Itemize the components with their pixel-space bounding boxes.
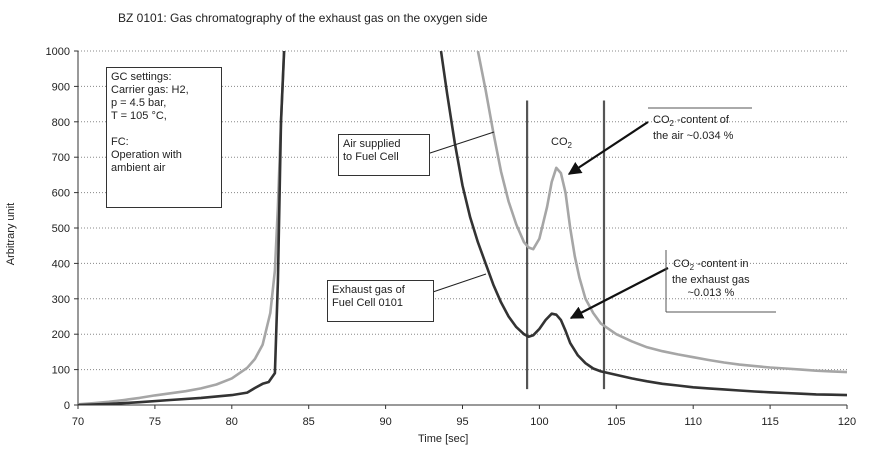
gc-line-7: Operation with xyxy=(111,149,182,161)
exhaust-line-1: Exhaust gas of xyxy=(332,284,405,296)
series-2-line-1 xyxy=(78,51,286,405)
exhaust-box-leader xyxy=(423,273,487,296)
co2-air-line-2: the air ~0.034 % xyxy=(653,130,734,143)
gc-line-3: p = 4.5 bar, xyxy=(111,97,167,109)
gc-line-2: Carrier gas: H2, xyxy=(111,84,189,96)
xtick-label-80: 80 xyxy=(226,416,238,428)
co2-exhaust-co: CO xyxy=(673,258,690,270)
xtick-label-85: 85 xyxy=(303,416,315,428)
y-axis-label: Arbitrary unit xyxy=(5,202,17,266)
ytick-label-200: 200 xyxy=(52,329,70,341)
xtick-label-75: 75 xyxy=(149,416,161,428)
xtick-label-120: 120 xyxy=(838,416,856,428)
co2-exhaust-arrow xyxy=(569,267,669,319)
co2-exhaust-sub: 2 xyxy=(689,263,695,273)
co2-exhaust-rest: -content in xyxy=(694,258,749,270)
co2-subscript: 2 xyxy=(567,141,572,151)
gc-line-5 xyxy=(111,123,217,136)
series-2-line-2 xyxy=(439,51,847,397)
series-1-line-2 xyxy=(476,51,847,374)
co2-peak-label: CO2 xyxy=(551,136,572,150)
gc-line-4: T = 105 °C, xyxy=(111,110,167,122)
xtick-label-100: 100 xyxy=(530,416,548,428)
gc-line-8: ambient air xyxy=(111,162,166,174)
ytick-label-900: 900 xyxy=(52,81,70,93)
xtick-label-115: 115 xyxy=(761,416,779,428)
co2-exhaust-line-1: CO2 -content in xyxy=(672,258,750,274)
air-box-leader xyxy=(423,131,495,156)
ytick-label-700: 700 xyxy=(52,152,70,164)
gc-line-6: FC: xyxy=(111,136,129,148)
xtick-label-95: 95 xyxy=(456,416,468,428)
ytick-label-100: 100 xyxy=(52,365,70,377)
co2-air-note: CO2 -content of the air ~0.034 % xyxy=(653,114,733,143)
ytick-label-1000: 1000 xyxy=(46,46,70,58)
ytick-label-300: 300 xyxy=(52,294,70,306)
co2-air-arrow xyxy=(567,121,649,175)
xtick-label-105: 105 xyxy=(607,416,625,428)
exhaust-line-2: Fuel Cell 0101 xyxy=(332,297,403,309)
x-axis-label: Time [sec] xyxy=(418,433,469,445)
air-line-1: Air supplied xyxy=(343,138,401,150)
xtick-label-90: 90 xyxy=(379,416,391,428)
ytick-label-0: 0 xyxy=(64,400,70,412)
co2-air-co: CO xyxy=(653,114,670,126)
ytick-label-500: 500 xyxy=(52,223,70,235)
air-supplied-box: Air supplied to Fuel Cell xyxy=(338,134,430,176)
co2-exhaust-line-3: ~0.013 % xyxy=(687,287,735,300)
co2-air-line-1: CO2 -content of xyxy=(653,114,733,130)
gc-settings-box: GC settings: Carrier gas: H2, p = 4.5 ba… xyxy=(106,67,222,208)
ytick-label-800: 800 xyxy=(52,117,70,129)
air-line-2: to Fuel Cell xyxy=(343,151,399,163)
exhaust-gas-box: Exhaust gas of Fuel Cell 0101 xyxy=(327,280,434,322)
xtick-label-110: 110 xyxy=(684,416,702,428)
co2-text: CO xyxy=(551,136,568,148)
co2-air-rest: -content of xyxy=(673,114,729,126)
xtick-label-70: 70 xyxy=(72,416,84,428)
ytick-label-400: 400 xyxy=(52,258,70,270)
co2-exhaust-note: CO2 -content in the exhaust gas ~0.013 % xyxy=(672,258,750,300)
chart-title: BZ 0101: Gas chromatography of the exhau… xyxy=(118,11,488,25)
series-1-line-1 xyxy=(78,51,286,405)
co2-exhaust-line-2: the exhaust gas xyxy=(672,274,750,287)
gc-line-1: GC settings: xyxy=(111,71,172,83)
co2-air-sub: 2 xyxy=(669,119,674,129)
ytick-label-600: 600 xyxy=(52,188,70,200)
